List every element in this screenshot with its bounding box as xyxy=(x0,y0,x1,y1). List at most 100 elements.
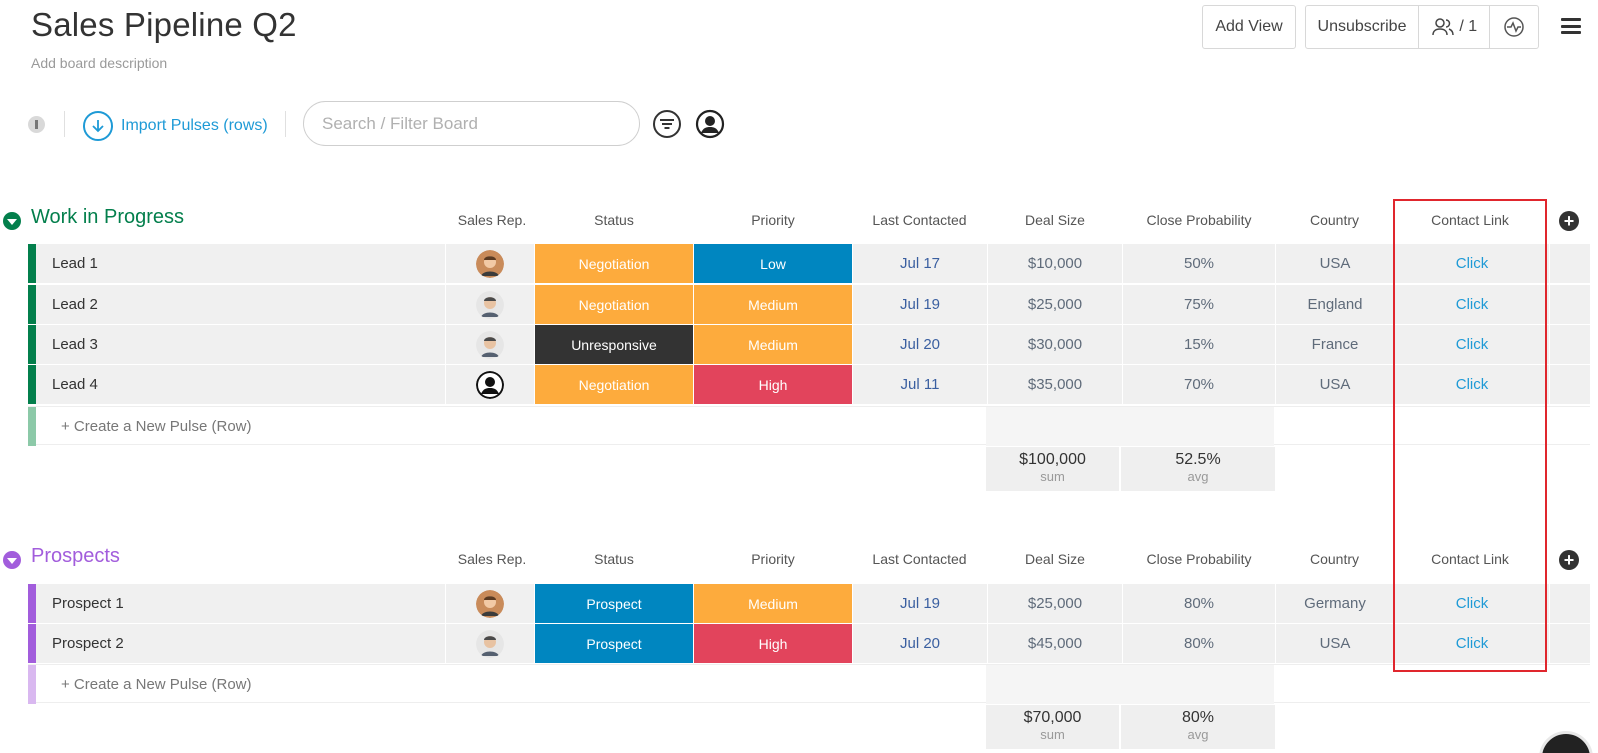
pulse-name[interactable]: Prospect 1 xyxy=(36,584,445,623)
country-cell[interactable]: USA xyxy=(1276,624,1394,663)
create-new-pulse-label[interactable]: + Create a New Pulse (Row) xyxy=(61,676,252,693)
deal-size-cell[interactable]: $35,000 xyxy=(988,365,1122,404)
sales-rep-cell[interactable] xyxy=(446,285,534,324)
create-new-pulse-row[interactable]: + Create a New Pulse (Row) xyxy=(28,406,1590,446)
deal-size-cell[interactable]: $45,000 xyxy=(988,624,1122,663)
pulse-name[interactable]: Lead 1 xyxy=(36,244,445,283)
group-title[interactable]: Work in Progress xyxy=(31,206,185,228)
toggle-icon[interactable] xyxy=(28,116,45,133)
close-probability-cell[interactable]: 80% xyxy=(1123,584,1275,623)
filter-icon[interactable] xyxy=(652,109,682,139)
close-probability-cell[interactable]: 15% xyxy=(1123,325,1275,364)
column-header-sales-rep[interactable]: Sales Rep. xyxy=(457,551,527,567)
priority-cell[interactable]: High xyxy=(694,624,852,663)
table-row[interactable]: Lead 4 Negotiation High Jul 11 $35,000 7… xyxy=(28,365,1590,404)
country-cell[interactable]: USA xyxy=(1276,244,1394,283)
status-cell[interactable]: Unresponsive xyxy=(535,325,693,364)
last-contacted-cell[interactable]: Jul 20 xyxy=(853,624,987,663)
column-header-sales-rep[interactable]: Sales Rep. xyxy=(457,212,527,228)
last-contacted-cell[interactable]: Jul 19 xyxy=(853,285,987,324)
country-cell[interactable]: USA xyxy=(1276,365,1394,404)
add-view-button[interactable]: Add View xyxy=(1202,5,1296,49)
contact-link-cell[interactable]: Click xyxy=(1395,584,1549,623)
last-contacted-cell[interactable]: Jul 20 xyxy=(853,325,987,364)
add-column-icon[interactable]: + xyxy=(1559,211,1579,231)
column-header-last-contacted[interactable]: Last Contacted xyxy=(872,551,967,567)
deal-size-cell[interactable]: $25,000 xyxy=(988,285,1122,324)
deal-size-cell[interactable]: $30,000 xyxy=(988,325,1122,364)
create-new-pulse-label[interactable]: + Create a New Pulse (Row) xyxy=(61,418,252,435)
deal-size-cell[interactable]: $25,000 xyxy=(988,584,1122,623)
priority-cell[interactable]: Medium xyxy=(694,584,852,623)
unsubscribe-button[interactable]: Unsubscribe xyxy=(1306,6,1420,48)
priority-cell[interactable]: Medium xyxy=(694,285,852,324)
sales-rep-cell[interactable] xyxy=(446,244,534,283)
close-probability-cell[interactable]: 75% xyxy=(1123,285,1275,324)
deal-size-cell[interactable]: $10,000 xyxy=(988,244,1122,283)
status-cell[interactable]: Prospect xyxy=(535,584,693,623)
board-title[interactable]: Sales Pipeline Q2 xyxy=(31,6,297,43)
pulse-name[interactable]: Lead 3 xyxy=(36,325,445,364)
column-header-priority[interactable]: Priority xyxy=(751,212,795,228)
table-row[interactable]: Prospect 1 Prospect Medium Jul 19 $25,00… xyxy=(28,584,1590,623)
search-input[interactable] xyxy=(303,101,640,146)
contact-link-cell[interactable]: Click xyxy=(1395,325,1549,364)
priority-cell[interactable]: Low xyxy=(694,244,852,283)
column-header-deal-size[interactable]: Deal Size xyxy=(1025,551,1085,567)
sales-rep-cell[interactable] xyxy=(446,365,534,404)
help-chat-icon[interactable] xyxy=(1539,731,1593,753)
collapse-caret-icon[interactable] xyxy=(3,551,21,569)
table-row[interactable]: Lead 2 Negotiation Medium Jul 19 $25,000… xyxy=(28,285,1590,324)
collapse-caret-icon[interactable] xyxy=(3,212,21,230)
column-header-country[interactable]: Country xyxy=(1309,551,1360,567)
sales-rep-cell[interactable] xyxy=(446,624,534,663)
last-contacted-cell[interactable]: Jul 19 xyxy=(853,584,987,623)
column-header-contact-link[interactable]: Contact Link xyxy=(1431,551,1509,567)
status-cell[interactable]: Prospect xyxy=(535,624,693,663)
table-row[interactable]: Lead 3 Unresponsive Medium Jul 20 $30,00… xyxy=(28,325,1590,364)
column-header-last-contacted[interactable]: Last Contacted xyxy=(872,212,967,228)
pulse-name[interactable]: Prospect 2 xyxy=(36,624,445,663)
last-contacted-cell[interactable]: Jul 11 xyxy=(853,365,987,404)
sales-rep-cell[interactable] xyxy=(446,325,534,364)
contact-link-cell[interactable]: Click xyxy=(1395,365,1549,404)
country-cell[interactable]: England xyxy=(1276,285,1394,324)
column-header-contact-link[interactable]: Contact Link xyxy=(1431,212,1509,228)
create-new-pulse-row[interactable]: + Create a New Pulse (Row) xyxy=(28,664,1590,704)
contact-link-cell[interactable]: Click xyxy=(1395,624,1549,663)
priority-cell[interactable]: Medium xyxy=(694,325,852,364)
pulse-name[interactable]: Lead 2 xyxy=(36,285,445,324)
board-description[interactable]: Add board description xyxy=(31,55,168,71)
pulse-name[interactable]: Lead 4 xyxy=(36,365,445,404)
column-header-priority[interactable]: Priority xyxy=(751,551,795,567)
close-probability-cell[interactable]: 50% xyxy=(1123,244,1275,283)
toolbar-divider xyxy=(64,111,65,137)
table-row[interactable]: Lead 1 Negotiation Low Jul 17 $10,000 50… xyxy=(28,244,1590,283)
group-title[interactable]: Prospects xyxy=(31,545,120,567)
sales-rep-cell[interactable] xyxy=(446,584,534,623)
menu-icon[interactable] xyxy=(1561,16,1581,36)
add-column-icon[interactable]: + xyxy=(1559,550,1579,570)
country-cell[interactable]: France xyxy=(1276,325,1394,364)
import-pulses-button[interactable]: Import Pulses (rows) xyxy=(83,111,268,141)
column-header-status[interactable]: Status xyxy=(594,212,634,228)
column-header-status[interactable]: Status xyxy=(594,551,634,567)
priority-cell[interactable]: High xyxy=(694,365,852,404)
column-header-close-probability[interactable]: Close Probability xyxy=(1146,212,1252,228)
last-contacted-cell[interactable]: Jul 17 xyxy=(853,244,987,283)
status-cell[interactable]: Negotiation xyxy=(535,365,693,404)
column-header-close-probability[interactable]: Close Probability xyxy=(1146,551,1252,567)
close-probability-cell[interactable]: 70% xyxy=(1123,365,1275,404)
status-cell[interactable]: Negotiation xyxy=(535,244,693,283)
status-cell[interactable]: Negotiation xyxy=(535,285,693,324)
close-probability-cell[interactable]: 80% xyxy=(1123,624,1275,663)
contact-link-cell[interactable]: Click xyxy=(1395,244,1549,283)
country-cell[interactable]: Germany xyxy=(1276,584,1394,623)
column-header-country[interactable]: Country xyxy=(1309,212,1360,228)
activity-button[interactable] xyxy=(1490,6,1538,48)
contact-link-cell[interactable]: Click xyxy=(1395,285,1549,324)
column-header-deal-size[interactable]: Deal Size xyxy=(1025,212,1085,228)
members-button[interactable]: / 1 xyxy=(1419,6,1491,48)
table-row[interactable]: Prospect 2 Prospect High Jul 20 $45,000 … xyxy=(28,624,1590,663)
person-filter-icon[interactable] xyxy=(695,109,725,139)
